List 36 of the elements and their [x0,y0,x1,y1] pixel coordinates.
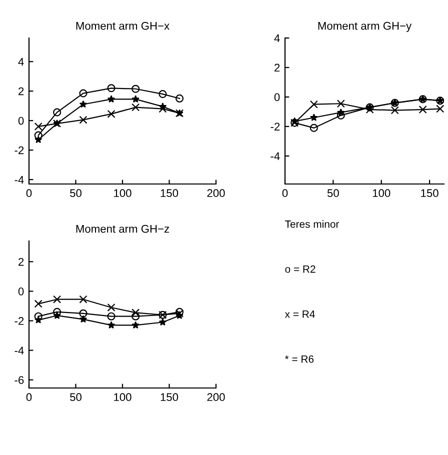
x-tick-label: 50 [327,189,339,198]
x-tick-label: 150 [421,189,438,198]
y-tick-label: -4 [14,346,24,354]
text: x = R4 [284,310,315,318]
x-tick-label: 200 [207,189,225,198]
chart-title: Moment arm GH−y [318,22,412,32]
chart-title: Moment arm GH−x [76,22,170,30]
x-tick-label: 100 [114,393,132,402]
y-tick-label: -4 [14,176,24,184]
y-tick-label: 4 [274,34,280,42]
x-tick-label: 100 [114,189,132,198]
y-tick-label: -4 [270,152,280,160]
y-tick-label: -6 [14,376,24,384]
y-tick-label: -2 [14,317,24,325]
x-tick-label: 100 [372,189,390,198]
y-tick-label: 0 [18,116,24,125]
y-tick-label: 2 [18,258,24,266]
y-tick-label: 2 [274,64,280,72]
x-tick-label: 200 [207,393,225,402]
text: * = R6 [284,355,314,363]
x-tick-label: 0 [26,393,32,402]
x-tick-label: 50 [70,189,82,198]
x-tick-label: 0 [282,189,288,198]
text: o = R2 [285,265,316,273]
text: Teres minor [285,220,340,228]
y-tick-label: 2 [18,87,24,96]
chart-title: Moment arm GH−z [76,224,170,233]
x-tick-label: 150 [160,393,178,402]
y-tick-label: -2 [270,122,280,131]
x-tick-label: 150 [160,189,178,198]
y-tick-label: -2 [14,146,24,154]
y-tick-label: 0 [274,93,280,102]
x-tick-label: 50 [70,393,82,402]
y-tick-label: 0 [18,288,24,296]
y-tick-label: 4 [18,58,24,66]
x-tick-label: 0 [26,189,32,198]
